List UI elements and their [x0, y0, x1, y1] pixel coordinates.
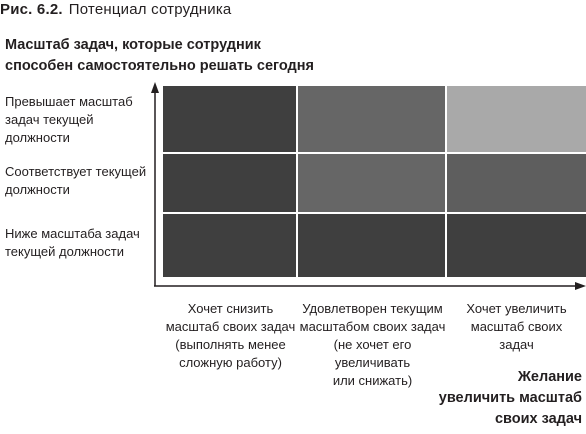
matrix-cell	[447, 214, 586, 277]
column-label-line: масштаб своих задач	[165, 319, 296, 334]
x-axis-title: Желание увеличить масштаб своих задач	[439, 367, 582, 430]
row-label-line: Соответствует текущей	[5, 164, 147, 179]
column-label-line: масштабом своих задач	[299, 319, 446, 334]
column-label-line: или снижать)	[332, 373, 413, 388]
matrix-cell	[298, 214, 447, 277]
column-label-line: Удовлетворен текущим	[302, 301, 443, 316]
column-label-line: Хочет увеличить	[466, 301, 567, 316]
matrix-cell	[163, 86, 298, 154]
matrix-cell	[163, 214, 298, 277]
row-label-line: текущей должности	[5, 244, 124, 259]
y-axis-title: Масштаб задач, которые сотрудник способе…	[5, 35, 314, 77]
row-label-line: должности	[5, 182, 70, 197]
row-label-line: должности	[5, 130, 70, 145]
row-label-below: Ниже масштаба задач текущей должности	[5, 225, 150, 261]
row-label-exceeds: Превышает масштаб задач текущей должност…	[5, 93, 150, 147]
matrix-cell	[447, 154, 586, 214]
potential-matrix	[163, 86, 586, 277]
column-label-increase: Хочет увеличить масштаб своих задач	[447, 300, 586, 354]
x-axis-title-line: своих задач	[494, 411, 582, 427]
row-label-line: Превышает масштаб	[5, 94, 133, 109]
column-label-line: Хочет снизить	[187, 301, 274, 316]
x-axis-title-line: Желание	[517, 369, 582, 385]
figure-title: Потенциал сотрудника	[68, 1, 232, 18]
matrix-cell	[163, 154, 298, 214]
x-axis-title-line: увеличить масштаб	[438, 390, 582, 406]
y-axis-title-line: способен самостоятельно решать сегодня	[5, 58, 314, 74]
column-label-line: задач	[499, 337, 534, 352]
row-label-line: Ниже масштаба задач	[5, 226, 140, 241]
column-label-line: сложную работу)	[179, 355, 282, 370]
column-label-satisfied: Удовлетворен текущим масштабом своих зад…	[298, 300, 447, 390]
column-label-line: (не хочет его увеличивать	[333, 337, 412, 370]
figure-caption: Рис. 6.2. Потенциал сотрудника	[0, 1, 231, 18]
y-axis-arrow	[151, 82, 159, 93]
matrix-cell	[298, 86, 447, 154]
column-label-decrease: Хочет снизить масштаб своих задач (выпол…	[163, 300, 298, 372]
matrix-cell	[447, 86, 586, 154]
matrix-cell	[298, 154, 447, 214]
row-label-matches: Соответствует текущей должности	[5, 163, 150, 199]
column-label-line: (выполнять менее	[175, 337, 286, 352]
column-label-line: масштаб своих	[470, 319, 563, 334]
x-axis-arrow	[575, 282, 586, 290]
row-label-line: задач текущей	[5, 112, 94, 127]
figure-number: Рис. 6.2.	[0, 1, 63, 18]
y-axis-title-line: Масштаб задач, которые сотрудник	[5, 37, 261, 53]
